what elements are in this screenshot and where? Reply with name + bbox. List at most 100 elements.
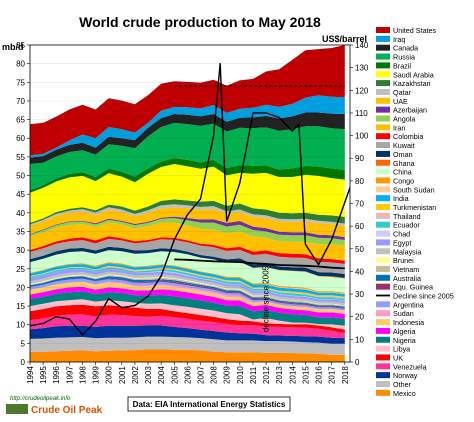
right-tick-label: 40 <box>355 267 364 276</box>
left-tick-label: 65 <box>16 116 25 125</box>
x-tick-label: 2003 <box>144 366 153 384</box>
left-tick-label: 85 <box>16 41 25 50</box>
area-congo <box>30 262 345 294</box>
decline-annotation: decline since 2005 <box>262 265 271 332</box>
area-uk <box>30 304 345 333</box>
left-tick-label: 10 <box>16 321 25 330</box>
legend-label: Iraq <box>393 35 405 44</box>
legend-swatch <box>376 239 390 246</box>
legend-label: Argentina <box>393 300 424 309</box>
left-tick-label: 55 <box>16 153 25 162</box>
left-tick-label: 40 <box>16 209 25 218</box>
legend-label: Malaysia <box>393 247 421 256</box>
left-tick-label: 20 <box>16 283 25 292</box>
area-iran <box>30 222 345 261</box>
area-norway <box>30 325 345 344</box>
chart-title: World crude production to May 2018 <box>79 14 321 30</box>
legend-swatch <box>376 27 390 33</box>
legend-swatch <box>376 124 390 131</box>
x-tick-label: 2002 <box>131 366 140 384</box>
left-tick-label: 50 <box>16 172 25 181</box>
legend-label: Kuwait <box>393 141 415 150</box>
left-axis-label: mb/d <box>2 42 24 52</box>
area-algeria <box>30 286 345 319</box>
legend-swatch <box>376 44 390 51</box>
legend-label: Angola <box>393 115 415 124</box>
legend-swatch <box>376 265 390 272</box>
area-mexico <box>30 349 345 362</box>
legend-label: Turkmenistan <box>393 203 436 212</box>
right-tick-label: 20 <box>355 313 364 322</box>
area-colombia <box>30 236 345 264</box>
logo: http://crudeoilpeak.info Crude Oil Peak <box>6 396 103 416</box>
legend-label: Saudi Arabia <box>393 70 434 79</box>
legend-label: Azerbaijan <box>393 106 427 115</box>
right-tick-label: 100 <box>355 132 369 141</box>
legend-label: UK <box>393 353 403 362</box>
x-tick-label: 2014 <box>288 366 297 384</box>
legend-swatch <box>376 381 390 387</box>
legend-swatch <box>376 257 390 264</box>
legend-swatch <box>376 248 390 255</box>
area-malaysia <box>30 271 345 306</box>
legend-swatch <box>376 354 390 361</box>
legend-label: Mexico <box>393 389 416 398</box>
right-tick-label: 60 <box>355 222 364 231</box>
legend-swatch <box>376 133 390 140</box>
left-tick-label: 30 <box>16 246 25 255</box>
legend-swatch <box>376 319 390 326</box>
x-tick-label: 1998 <box>78 366 87 384</box>
legend-swatch <box>376 71 390 78</box>
right-tick-label: 0 <box>355 358 360 367</box>
x-tick-label: 2006 <box>183 366 192 384</box>
area-sudan <box>30 281 345 311</box>
legend-swatch <box>376 310 390 317</box>
legend-label: United States <box>393 26 437 35</box>
logo-mark <box>6 404 28 414</box>
legend-swatch <box>376 88 390 95</box>
x-tick-label: 1994 <box>26 366 35 384</box>
x-tick-label: 2001 <box>118 366 127 384</box>
x-tick-label: 2018 <box>341 366 350 384</box>
legend-label: Norway <box>393 371 418 380</box>
x-tick-label: 2012 <box>262 366 271 384</box>
area-argentina <box>30 278 345 311</box>
area-kuwait <box>30 238 345 274</box>
legend-label: Colombia <box>393 132 423 141</box>
logo-url: http://crudeoilpeak.info <box>10 396 71 402</box>
legend-label: Kazakhstan <box>393 79 431 88</box>
left-tick-label: 5 <box>21 339 26 348</box>
legend-swatch <box>376 221 390 228</box>
x-tick-label: 2005 <box>170 366 179 384</box>
legend-label: Venezuela <box>393 362 427 371</box>
x-tick-label: 2007 <box>196 366 205 384</box>
legend-label: Brazil <box>393 61 411 70</box>
legend-label: Egypt <box>393 238 411 247</box>
x-tick-label: 2016 <box>315 366 324 384</box>
legend-label: Australia <box>393 274 421 283</box>
area-libya <box>30 299 345 330</box>
legend-swatch <box>376 177 390 184</box>
x-tick-label: 1999 <box>92 366 101 384</box>
x-tick-label: 2008 <box>210 366 219 384</box>
legend-label: Vietnam <box>393 265 419 274</box>
x-tick-label: 1997 <box>65 366 74 384</box>
area-south-sudan <box>30 263 345 295</box>
area-chad <box>30 268 345 301</box>
left-tick-label: 70 <box>16 97 25 106</box>
legend-label: Congo <box>393 176 414 185</box>
area-iraq <box>30 95 345 158</box>
legend-swatch <box>376 336 390 343</box>
legend-swatch <box>376 389 390 396</box>
legend-swatch <box>376 230 390 237</box>
area-india <box>30 263 345 297</box>
right-tick-label: 10 <box>355 335 364 344</box>
area-china <box>30 250 345 293</box>
legend-swatch <box>376 168 390 175</box>
right-tick-label: 90 <box>355 154 364 163</box>
legend-swatch <box>376 35 390 42</box>
legend-swatch <box>376 115 390 122</box>
legend-label: Libya <box>393 345 410 354</box>
left-tick-label: 0 <box>21 358 26 367</box>
legend-swatch <box>376 274 390 281</box>
